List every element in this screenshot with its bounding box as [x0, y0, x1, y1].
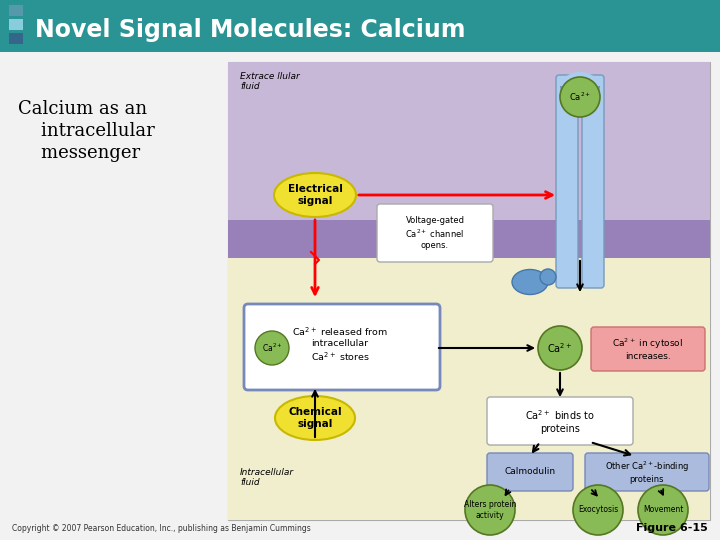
- FancyBboxPatch shape: [487, 453, 573, 491]
- Circle shape: [540, 269, 556, 285]
- FancyBboxPatch shape: [377, 204, 493, 262]
- Text: Calmodulin: Calmodulin: [505, 468, 556, 476]
- Text: Other Ca$^{2+}$-binding
proteins: Other Ca$^{2+}$-binding proteins: [605, 460, 689, 484]
- Text: Intracellular
fluid: Intracellular fluid: [240, 468, 294, 488]
- Bar: [228, 62, 710, 520]
- Circle shape: [465, 485, 515, 535]
- Bar: [228, 258, 710, 520]
- Text: Extrace llular
fluid: Extrace llular fluid: [240, 72, 300, 91]
- FancyBboxPatch shape: [487, 397, 633, 445]
- FancyBboxPatch shape: [591, 327, 705, 371]
- Circle shape: [573, 485, 623, 535]
- Text: Voltage-gated
Ca$^{2+}$ channel
opens.: Voltage-gated Ca$^{2+}$ channel opens.: [405, 216, 464, 250]
- FancyBboxPatch shape: [556, 75, 578, 288]
- Circle shape: [560, 77, 600, 117]
- Text: Figure 6-15: Figure 6-15: [636, 523, 708, 533]
- Bar: [228, 62, 710, 220]
- Ellipse shape: [561, 72, 599, 100]
- Ellipse shape: [512, 269, 548, 294]
- Text: Chemical
signal: Chemical signal: [288, 407, 342, 429]
- Ellipse shape: [274, 173, 356, 217]
- Text: Copyright © 2007 Pearson Education, Inc., publishing as Benjamin Cummings: Copyright © 2007 Pearson Education, Inc.…: [12, 524, 311, 533]
- Circle shape: [255, 331, 289, 365]
- Text: Ca$^{2+}$ released from
intracellular
Ca$^{2+}$ stores: Ca$^{2+}$ released from intracellular Ca…: [292, 325, 388, 363]
- Bar: [0, 0, 720, 52]
- Text: Novel Signal Molecules: Calcium: Novel Signal Molecules: Calcium: [35, 18, 466, 42]
- Bar: [9, 5, 23, 16]
- Circle shape: [538, 326, 582, 370]
- Text: Ca$^{2+}$: Ca$^{2+}$: [262, 342, 282, 354]
- Text: Movement: Movement: [643, 505, 683, 515]
- Text: Exocytosis: Exocytosis: [578, 505, 618, 515]
- FancyBboxPatch shape: [585, 453, 709, 491]
- Text: Ca$^{2+}$: Ca$^{2+}$: [569, 91, 591, 103]
- Text: Electrical
signal: Electrical signal: [287, 184, 343, 206]
- Circle shape: [638, 485, 688, 535]
- Text: messenger: messenger: [18, 144, 140, 162]
- Bar: [9, 19, 23, 30]
- Text: intracellular: intracellular: [18, 122, 155, 140]
- Bar: [228, 220, 710, 258]
- Ellipse shape: [275, 396, 355, 440]
- Text: Ca$^{2+}$ in cytosol
increases.: Ca$^{2+}$ in cytosol increases.: [613, 336, 683, 361]
- Text: Ca$^{2+}$ binds to
proteins: Ca$^{2+}$ binds to proteins: [525, 408, 595, 434]
- FancyBboxPatch shape: [244, 304, 440, 390]
- Text: Ca$^{2+}$: Ca$^{2+}$: [547, 341, 572, 355]
- FancyBboxPatch shape: [582, 75, 604, 288]
- Text: Alters protein
activity: Alters protein activity: [464, 500, 516, 519]
- Bar: [9, 33, 23, 44]
- Text: Calcium as an: Calcium as an: [18, 100, 147, 118]
